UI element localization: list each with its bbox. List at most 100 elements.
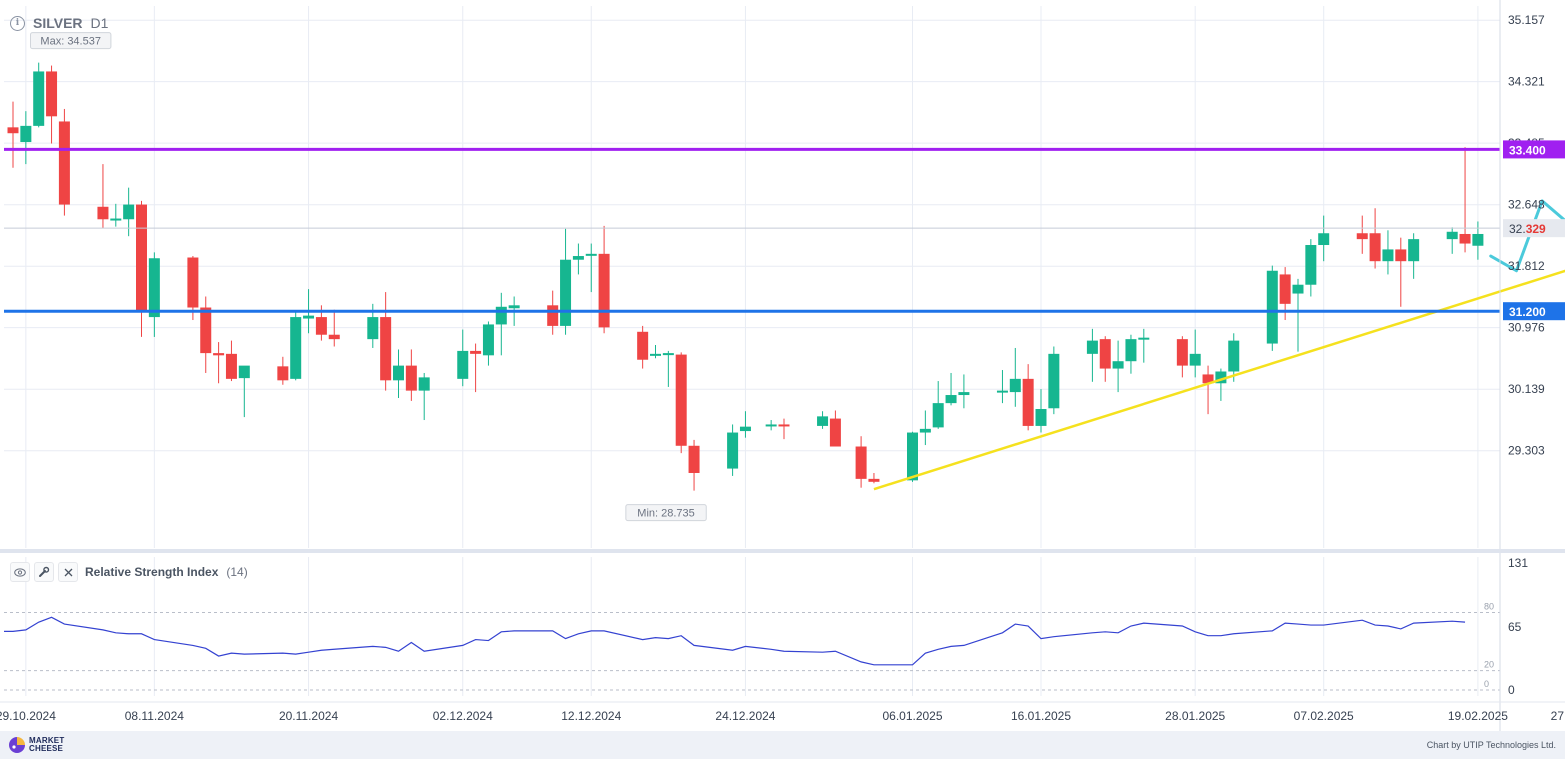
rsi-layer xyxy=(4,616,1466,666)
candle-body xyxy=(817,416,829,426)
candle-body xyxy=(380,317,392,381)
candle xyxy=(739,411,751,438)
candle xyxy=(1228,333,1240,382)
candle-body xyxy=(123,204,135,220)
candle-body xyxy=(7,127,19,134)
price-tick-label: 30.139 xyxy=(1508,382,1545,396)
date-label: 20.11.2024 xyxy=(279,709,338,723)
candle-body xyxy=(187,257,199,308)
candle xyxy=(1266,265,1278,351)
eye-icon[interactable] xyxy=(10,562,30,582)
candle-body xyxy=(495,306,507,325)
level-badge xyxy=(1503,302,1565,321)
chart-credit: Chart by UTIP Technologies Ltd. xyxy=(1426,740,1556,750)
market-cheese-logo[interactable]: MARKET CHEESE xyxy=(8,736,64,754)
footer: MARKET CHEESE Chart by UTIP Technologies… xyxy=(0,731,1565,759)
candle-body xyxy=(136,204,147,312)
candle xyxy=(1318,215,1330,262)
panel-separator xyxy=(0,549,1565,553)
candle xyxy=(662,350,674,387)
candle xyxy=(817,411,829,429)
price-tick-label: 29.303 xyxy=(1508,444,1545,458)
candle-body xyxy=(225,353,237,379)
candle-body xyxy=(585,253,597,256)
candle xyxy=(290,311,302,381)
rsi-level-label: 0 xyxy=(1484,679,1489,689)
candle xyxy=(996,370,1008,404)
candle-body xyxy=(1292,284,1304,294)
candle xyxy=(405,349,417,401)
candle xyxy=(572,243,584,275)
candle-body xyxy=(277,366,289,381)
candle-body xyxy=(1266,270,1278,344)
candle xyxy=(1215,368,1227,401)
close-icon[interactable] xyxy=(58,562,78,582)
candle xyxy=(1009,347,1021,407)
candle xyxy=(598,225,610,334)
price-tick-label: 34.321 xyxy=(1508,75,1545,89)
candle xyxy=(1472,221,1484,260)
candle-body xyxy=(1176,339,1188,366)
logo-icon xyxy=(9,737,25,753)
candle xyxy=(1035,389,1047,433)
date-label: 19.02.2025 xyxy=(1448,709,1508,723)
timeframe[interactable]: D1 xyxy=(90,15,109,31)
rsi-tick-label: 0 xyxy=(1508,683,1515,697)
candle xyxy=(727,424,739,476)
candle xyxy=(7,101,19,168)
date-label: 16.01.2025 xyxy=(1011,709,1071,723)
candle-body xyxy=(470,350,482,354)
date-label: 02.12.2024 xyxy=(433,709,493,723)
candle xyxy=(123,187,135,237)
wrench-icon[interactable] xyxy=(34,562,54,582)
info-icon[interactable]: i xyxy=(10,15,25,31)
candle xyxy=(187,256,199,321)
candle-body xyxy=(290,317,302,379)
candle-body xyxy=(1035,409,1047,426)
min-price-label-box xyxy=(625,504,707,522)
candle-body xyxy=(1138,337,1150,340)
candle xyxy=(765,420,777,431)
rsi-grid: 80 20 0 xyxy=(4,557,1500,696)
candle-body xyxy=(315,317,327,335)
candle xyxy=(932,381,944,429)
price-tick-label: 31.812 xyxy=(1508,259,1545,273)
candle xyxy=(585,243,597,293)
candle xyxy=(238,365,250,418)
logo-text-cheese: CHEESE xyxy=(29,744,64,753)
candle-body xyxy=(482,324,494,356)
candle-body xyxy=(46,71,58,117)
candle xyxy=(380,292,392,391)
candle-body xyxy=(1382,249,1394,262)
candle-body xyxy=(33,71,45,126)
candle-body xyxy=(907,432,918,481)
candle-body xyxy=(1228,340,1240,372)
candle xyxy=(1112,340,1124,393)
candle xyxy=(457,329,469,387)
level-label: 31.200 xyxy=(1509,305,1546,319)
max-price-label-box xyxy=(30,32,112,50)
candle-body xyxy=(1395,249,1407,262)
candle-body xyxy=(932,403,944,428)
candle xyxy=(1459,147,1471,253)
symbol-name: SILVER xyxy=(33,15,83,31)
chart-grid xyxy=(4,6,1500,548)
candle-body xyxy=(996,390,1008,393)
candle xyxy=(675,352,687,454)
date-label: 27.02.2025 xyxy=(1551,709,1565,723)
current-price-label: 32.329 xyxy=(1509,222,1546,236)
candle xyxy=(907,431,918,482)
candle-body xyxy=(1459,233,1471,244)
candle xyxy=(1395,237,1407,307)
candle xyxy=(470,343,482,393)
candle-body xyxy=(727,432,739,469)
candle xyxy=(855,436,867,488)
date-label: 24.12.2024 xyxy=(715,709,775,723)
candle xyxy=(1138,328,1150,363)
candle-body xyxy=(303,315,315,319)
candle xyxy=(1202,365,1214,415)
candle xyxy=(277,356,289,385)
candle-body xyxy=(1099,339,1111,369)
candle xyxy=(495,292,507,356)
